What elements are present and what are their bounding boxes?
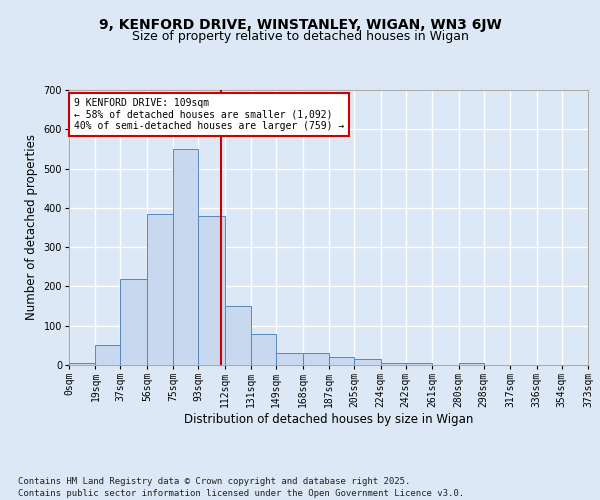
Text: 9, KENFORD DRIVE, WINSTANLEY, WIGAN, WN3 6JW: 9, KENFORD DRIVE, WINSTANLEY, WIGAN, WN3… bbox=[98, 18, 502, 32]
Text: Size of property relative to detached houses in Wigan: Size of property relative to detached ho… bbox=[131, 30, 469, 43]
Bar bbox=[251, 334, 277, 365]
Bar bbox=[199, 216, 225, 365]
Bar bbox=[458, 363, 484, 365]
Bar bbox=[303, 353, 329, 365]
Bar bbox=[406, 363, 432, 365]
Bar bbox=[69, 363, 95, 365]
X-axis label: Distribution of detached houses by size in Wigan: Distribution of detached houses by size … bbox=[184, 413, 473, 426]
Bar bbox=[354, 359, 380, 365]
Bar bbox=[173, 149, 199, 365]
Y-axis label: Number of detached properties: Number of detached properties bbox=[25, 134, 38, 320]
Bar bbox=[380, 363, 406, 365]
Text: 9 KENFORD DRIVE: 109sqm
← 58% of detached houses are smaller (1,092)
40% of semi: 9 KENFORD DRIVE: 109sqm ← 58% of detache… bbox=[74, 98, 344, 132]
Bar bbox=[121, 278, 147, 365]
Bar bbox=[329, 357, 354, 365]
Bar bbox=[225, 306, 251, 365]
Bar bbox=[95, 346, 121, 365]
Bar bbox=[147, 214, 173, 365]
Text: Contains HM Land Registry data © Crown copyright and database right 2025.
Contai: Contains HM Land Registry data © Crown c… bbox=[18, 476, 464, 498]
Bar bbox=[277, 353, 303, 365]
